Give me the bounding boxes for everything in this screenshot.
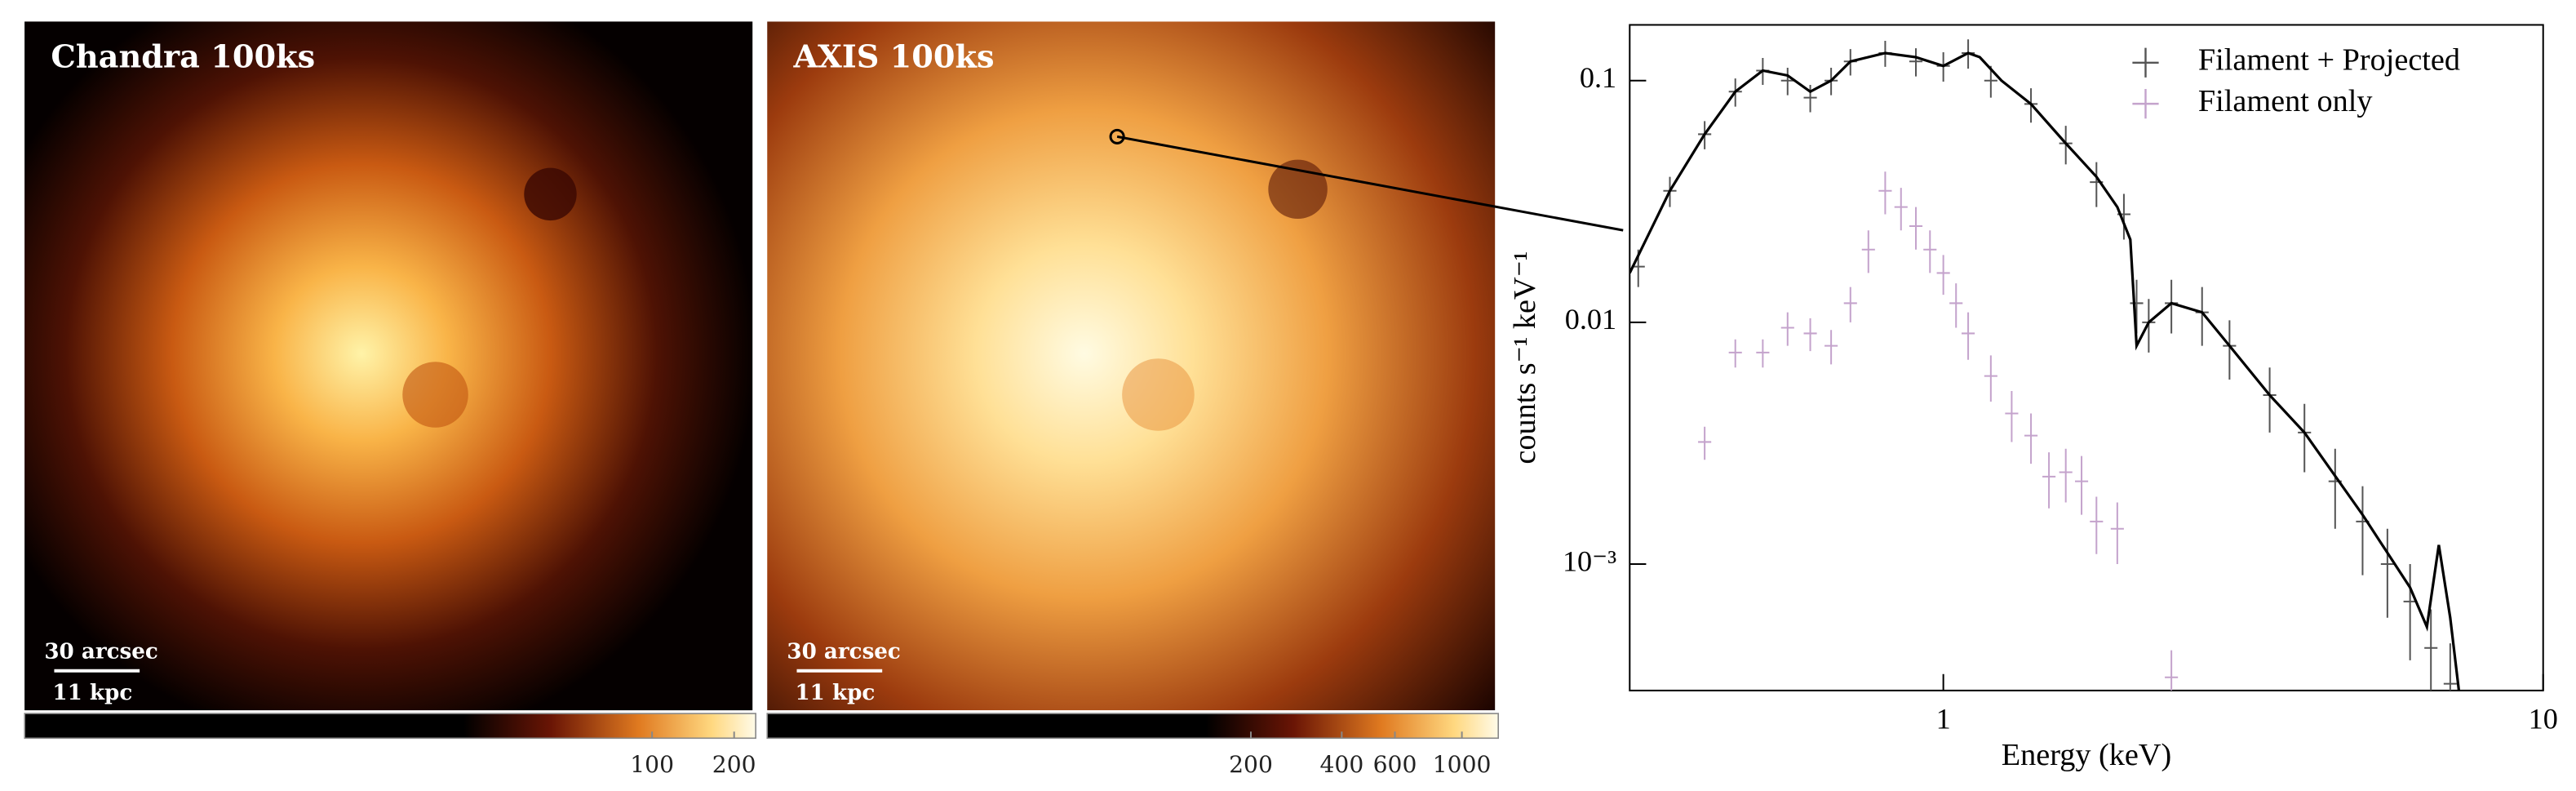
error-bar	[2403, 564, 2417, 660]
error-bar	[2059, 448, 2073, 503]
x-axis-label: Energy (keV)	[2002, 738, 2172, 772]
error-bar	[1984, 355, 1997, 402]
y-tick-label: 0.1	[1580, 61, 1616, 94]
colorbar	[24, 713, 756, 740]
colorbar-tick-label: 1000	[1433, 751, 1492, 778]
error-bar	[1803, 318, 1817, 352]
colorbar-tick-label: 200	[712, 751, 756, 778]
x-tick-label: 1	[1936, 702, 1951, 735]
scalebar-label: 11 kpc	[52, 680, 132, 705]
y-axis-label: counts s⁻¹ keV⁻¹	[1508, 251, 1542, 464]
colorbar-tick-label: 400	[1319, 751, 1363, 778]
cavity	[1268, 159, 1328, 220]
error-bar	[2165, 650, 2179, 691]
error-bar	[2142, 299, 2156, 353]
error-bar	[1894, 188, 1908, 231]
error-bar	[1756, 339, 1770, 368]
cavity	[1122, 358, 1195, 431]
scalebar-label: 11 kpc	[795, 680, 875, 705]
error-bar	[2328, 448, 2342, 529]
axis-image	[767, 21, 1496, 711]
error-bar	[1780, 312, 1794, 346]
error-bar	[1861, 230, 1875, 273]
error-bar	[1909, 207, 1923, 250]
y-tick-label: 10⁻³	[1563, 544, 1616, 577]
cavity	[524, 167, 577, 221]
error-bar	[1949, 283, 1963, 328]
chandra-image	[24, 21, 753, 711]
error-bar	[2443, 643, 2457, 691]
error-bar	[2024, 413, 2038, 464]
error-bar	[1984, 65, 1997, 98]
error-bar	[1878, 171, 1892, 215]
panel-title: Chandra 100ks	[51, 39, 315, 76]
error-bar	[1909, 48, 1923, 77]
error-bar	[1698, 426, 1712, 460]
error-bar	[1824, 330, 1838, 365]
error-bar	[1843, 287, 1857, 322]
error-bar	[2110, 502, 2124, 565]
colorbar	[766, 713, 1500, 740]
error-bar	[2424, 609, 2438, 691]
connector	[1116, 135, 1624, 232]
error-bar	[1962, 312, 1975, 360]
legend-label: Filament + Projected	[2198, 43, 2460, 78]
error-bar	[2042, 452, 2056, 509]
error-bar	[2005, 390, 2019, 442]
error-bar	[1803, 84, 1817, 113]
error-bar	[2380, 528, 2394, 618]
legend-label: Filament only	[2198, 84, 2373, 118]
colorbar-tick-label: 100	[630, 751, 674, 778]
plot-area	[1629, 39, 2461, 691]
panel-title: AXIS 100ks	[792, 39, 994, 76]
scalebar-label: 30 arcsec	[787, 639, 900, 664]
cavity	[402, 362, 468, 428]
error-bar	[1780, 68, 1794, 96]
legend-marker	[2132, 89, 2159, 119]
colorbar-tick-label: 600	[1373, 751, 1417, 778]
model-line	[1629, 51, 2461, 691]
error-bar	[2356, 486, 2370, 575]
colorbar-tick-label: 200	[1229, 751, 1273, 778]
plot-frame	[1629, 24, 2544, 691]
scalebar-label: 30 arcsec	[44, 639, 157, 664]
y-tick-label: 0.01	[1565, 303, 1616, 336]
x-tick-label: 10	[2529, 702, 2558, 735]
error-bar	[1936, 255, 1950, 296]
error-bar	[1923, 230, 1937, 273]
error-bar	[2074, 455, 2089, 515]
legend-marker	[2132, 47, 2159, 78]
error-bar	[2090, 496, 2104, 554]
error-bar	[1728, 339, 1742, 368]
